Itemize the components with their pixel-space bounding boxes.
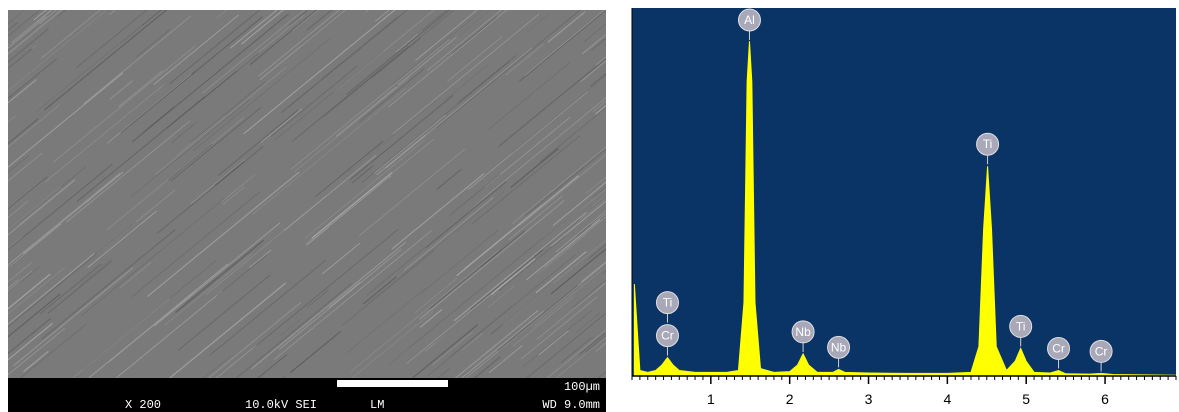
x-tick-label: 2 [786,391,794,407]
plot-background [632,8,1176,376]
x-tick-label: 6 [1101,391,1109,407]
peak-text: Ti [1016,319,1026,333]
peak-text: Cr [661,329,674,343]
peak-text: Cr [1095,344,1108,358]
peak-text: Cr [1052,341,1065,355]
peak-text: Nb [795,325,811,339]
figure: 100µm X 200 10.0kV SEI LM WD 9.0mm 12345… [0,0,1179,412]
peak-text: Ti [983,137,993,151]
eds-chart: 1 2 3 4 5 6 Cr Ti Al Nb Nb Ti Ti Cr Cr [0,0,1179,412]
x-tick-label: 1 [707,391,715,407]
x-tick-label: 3 [865,391,873,407]
peak-text: Nb [831,340,847,354]
x-tick-label: 5 [1022,391,1030,407]
x-tick-label: 4 [943,391,951,407]
peak-text: Al [744,13,755,27]
peak-text: Ti [663,296,673,310]
